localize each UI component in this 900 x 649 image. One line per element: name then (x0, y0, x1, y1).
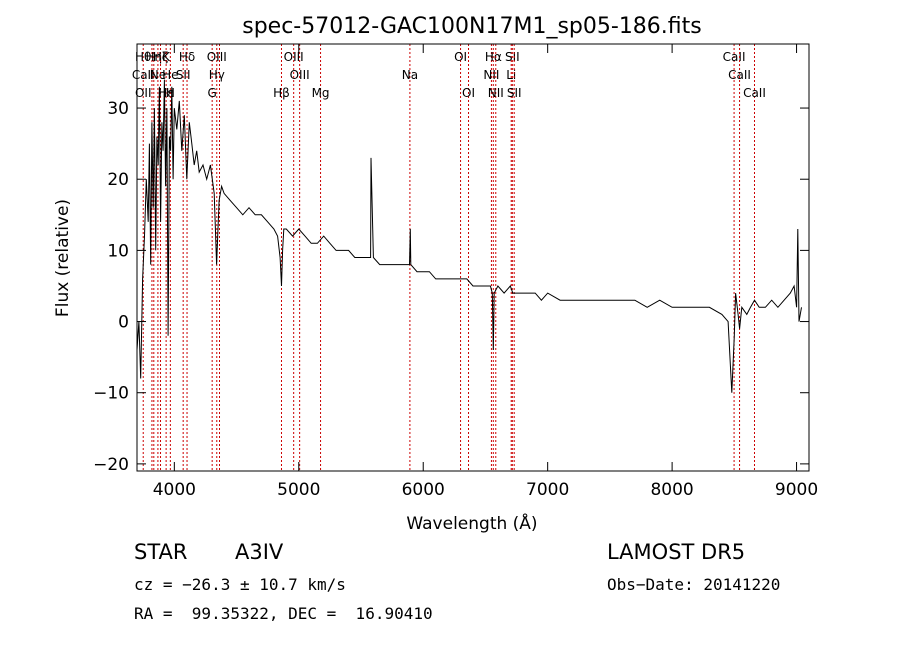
marker-label: OII (135, 86, 152, 100)
marker-label: NII (483, 68, 499, 82)
marker-label: He (162, 68, 178, 82)
y-tick-label: −20 (93, 455, 129, 475)
y-tick-label: 20 (107, 170, 129, 190)
marker-label: NII (488, 86, 504, 100)
x-tick-label: 7000 (526, 480, 569, 500)
x-tick-label: 9000 (775, 480, 818, 500)
marker-label: CaII (728, 68, 751, 82)
x-tick-label: 8000 (650, 480, 693, 500)
plot-frame (136, 43, 810, 472)
y-tick-label: 10 (107, 241, 129, 261)
obs-date: Obs−Date: 20141220 (607, 575, 781, 594)
marker-label: G (208, 86, 217, 100)
marker-label: SII (505, 50, 520, 64)
marker-label: Hα (485, 50, 502, 64)
marker-label: OI (462, 86, 475, 100)
spectrum-series (136, 79, 802, 393)
coordinates: RA = 99.35322, DEC = 16.90410 (134, 604, 433, 623)
marker-label: SII (507, 86, 522, 100)
axes: 4000 5000 6000 7000 8000 9000 −20 −10 0 10 20 30 (93, 44, 818, 500)
marker-label: OIII (284, 50, 304, 64)
y-tick-label: 30 (107, 99, 129, 119)
marker-label: SII (176, 68, 191, 82)
marker-label: H (166, 86, 175, 100)
survey-name: LAMOST DR5 (607, 540, 746, 564)
marker-label: Mg (312, 86, 330, 100)
marker-label: Hβ (273, 86, 290, 100)
marker-label: Hθ (135, 50, 151, 64)
marker-label: Na (402, 68, 418, 82)
marker-label: Hγ (209, 68, 225, 82)
marker-label: Ne (150, 68, 166, 82)
marker-label: CaII (723, 50, 746, 64)
y-tick-label: 0 (118, 313, 129, 333)
y-tick-label: −10 (93, 384, 129, 404)
redshift-text: cz = −26.3 ± 10.7 km/s (134, 575, 346, 594)
marker-label: CaII (743, 86, 766, 100)
marker-label: OIII (207, 50, 227, 64)
marker-label: Hδ (179, 50, 195, 64)
x-axis-label: Wavelength (Å) (406, 512, 537, 534)
x-tick-label: 4000 (153, 480, 196, 500)
marker-label: OIII (290, 68, 310, 82)
x-tick-label: 6000 (402, 480, 445, 500)
x-tick-label: 5000 (277, 480, 320, 500)
marker-label: OI (454, 50, 467, 64)
marker-label: K (162, 50, 171, 64)
y-axis-label: Flux (relative) (53, 199, 73, 317)
line-markers: HθCaIIOIIHηNeHζKHεHeHSIIHδGOIIIHγHβOIIIO… (132, 44, 766, 471)
marker-label: Hζ (153, 50, 169, 64)
marker-label: CaII (132, 68, 155, 82)
chart-title: spec-57012-GAC100N17M1_sp05-186.fits (242, 14, 702, 39)
object-subclass: A3IV (235, 540, 284, 564)
object-class: STAR (134, 540, 188, 564)
marker-label: Li (506, 68, 516, 82)
spectrum-line (136, 79, 802, 393)
